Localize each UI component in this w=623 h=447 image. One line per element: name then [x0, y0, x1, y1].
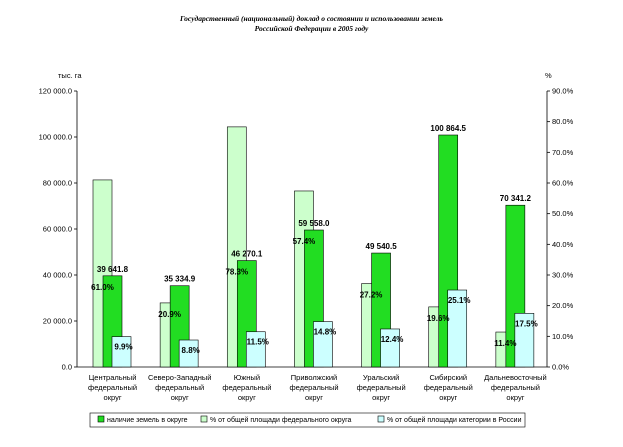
category-label: федеральный	[289, 383, 338, 392]
legend-box	[89, 412, 526, 428]
legend-label: наличие земель в округе	[107, 417, 188, 424]
y-right-tick-label: 20.0%	[552, 301, 574, 310]
label-land-area: 46 270.1	[231, 250, 263, 259]
y-left-tick-label: 100 000.0	[39, 133, 72, 142]
label-land-area: 100 864.5	[430, 124, 466, 133]
label-land-area: 35 334.9	[164, 275, 196, 284]
category-label: Северо-Западный	[148, 373, 212, 382]
y-left-tick-label: 120 000.0	[39, 87, 72, 96]
label-pct-category: 25.1%	[448, 296, 471, 305]
chart-title: Государственный (национальный) доклад о …	[0, 14, 623, 34]
label-pct-category: 12.4%	[381, 335, 404, 344]
category-label: Приволжский	[291, 373, 337, 382]
bar-pct-category	[313, 321, 333, 368]
label-land-area: 59 558.0	[298, 219, 330, 228]
category-label: Центральный	[89, 373, 137, 382]
bar-pct-category	[514, 313, 535, 368]
label-pct-category: 14.8%	[314, 328, 337, 337]
label-pct-district: 27.2%	[360, 291, 383, 300]
y-left-tick-label: 60 000.0	[43, 225, 72, 234]
label-pct-category: 11.5%	[247, 338, 269, 347]
y-right-tick-label: 10.0%	[552, 332, 574, 341]
bar-pct-category	[447, 289, 468, 368]
label-pct-district: 78.3%	[225, 268, 248, 277]
y-right-tick-label: 0.0%	[552, 363, 569, 372]
category-label: федеральный	[357, 383, 406, 392]
category-label: Дальневосточный	[484, 373, 547, 382]
category-label: Южный	[234, 373, 260, 382]
category-label: округ	[439, 393, 457, 402]
legend-swatch	[200, 415, 208, 423]
category-label: федеральный	[491, 383, 540, 392]
label-pct-district: 11.4%	[494, 339, 516, 348]
category-label: федеральный	[424, 383, 473, 392]
plot-area: 0.0 20 000.0 40 000.0 60 000.0 80 000.0 100 0…	[39, 87, 574, 428]
label-pct-district: 19.6%	[427, 314, 450, 323]
y-right-tick-label: 40.0%	[552, 240, 574, 249]
category-label: Уральский	[363, 373, 399, 382]
y-right-unit: %	[545, 71, 552, 80]
category-label: округ	[372, 393, 390, 402]
y-left-tick-label: 80 000.0	[43, 179, 72, 188]
label-pct-district: 20.9%	[158, 310, 181, 319]
bar-pct-category	[178, 339, 199, 368]
label-pct-category: 8.8%	[182, 346, 200, 355]
category-label: округ	[171, 393, 189, 402]
y-left-tick-label: 40 000.0	[43, 271, 72, 280]
bar-pct-category	[111, 336, 132, 368]
y-right-tick-label: 30.0%	[552, 271, 574, 280]
bar-pct-category	[245, 331, 266, 368]
y-right-tick-label: 80.0%	[552, 117, 574, 126]
y-left-tick-label: 20 000.0	[43, 317, 72, 326]
category-label: федеральный	[155, 383, 204, 392]
bar-pct-category	[380, 328, 400, 368]
legend-label: % от общей площади категории в России	[387, 416, 522, 424]
label-land-area: 39 641.8	[97, 265, 129, 274]
chart-title-line-2: Российской Федерации в 2005 году	[254, 24, 369, 33]
category-label: округ	[506, 393, 524, 402]
y-left-tick-label: 0.0	[62, 363, 72, 372]
label-pct-category: 17.5%	[515, 319, 538, 328]
category-label: федеральный	[222, 383, 271, 392]
category-label: округ	[238, 393, 256, 402]
category-label: федеральный	[88, 383, 137, 392]
label-land-area: 70 341.2	[500, 194, 532, 203]
category-label: округ	[104, 393, 122, 402]
label-pct-district: 61.0%	[91, 283, 114, 292]
legend-swatch	[377, 415, 385, 423]
y-right-tick-label: 90.0%	[552, 87, 574, 96]
category-label: Сибирский	[429, 373, 467, 382]
chart-title-line-1: Государственный (национальный) доклад о …	[180, 14, 443, 23]
label-pct-district: 57.4%	[293, 237, 316, 246]
label-pct-category: 9.9%	[114, 343, 132, 352]
category-label: округ	[305, 393, 323, 402]
y-left-unit: тыс. га	[58, 71, 82, 80]
y-right-tick-label: 50.0%	[552, 209, 574, 218]
legend-swatch	[97, 415, 105, 423]
y-right-tick-label: 60.0%	[552, 179, 574, 188]
y-right-tick-label: 70.0%	[552, 148, 574, 157]
label-land-area: 49 540.5	[366, 242, 398, 251]
legend-label: % от общей площади федерального округа	[210, 416, 351, 424]
